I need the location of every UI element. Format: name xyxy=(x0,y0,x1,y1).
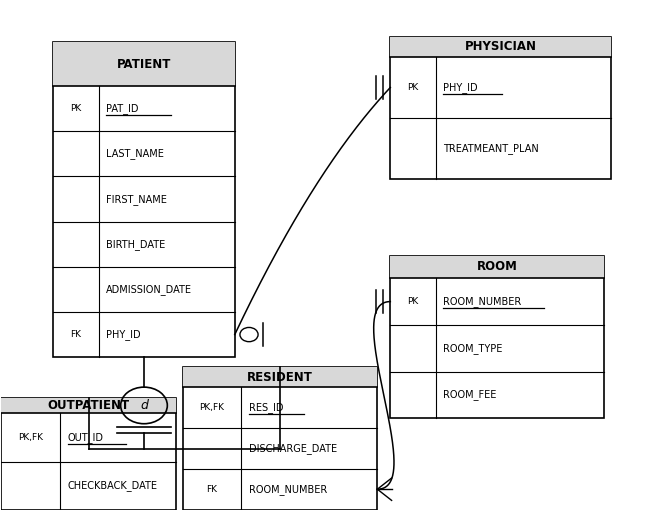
Text: PHY_ID: PHY_ID xyxy=(443,82,478,93)
Bar xyxy=(1,398,176,509)
Text: PHY_ID: PHY_ID xyxy=(106,329,141,340)
Text: PK: PK xyxy=(408,83,419,92)
Bar xyxy=(183,367,378,387)
Text: FK: FK xyxy=(70,330,81,339)
Text: PK,FK: PK,FK xyxy=(18,433,43,442)
Text: BIRTH_DATE: BIRTH_DATE xyxy=(106,239,165,250)
Bar xyxy=(53,42,235,86)
Bar xyxy=(391,256,604,278)
Text: PK: PK xyxy=(408,297,419,306)
Text: DISCHARGE_DATE: DISCHARGE_DATE xyxy=(249,443,337,454)
Text: FIRST_NAME: FIRST_NAME xyxy=(106,194,167,204)
Text: ROOM_FEE: ROOM_FEE xyxy=(443,389,497,400)
Text: ROOM_NUMBER: ROOM_NUMBER xyxy=(443,296,521,307)
Text: CHECKBACK_DATE: CHECKBACK_DATE xyxy=(68,480,158,491)
Text: PK,FK: PK,FK xyxy=(200,403,225,412)
Text: PAT_ID: PAT_ID xyxy=(106,103,139,114)
Bar xyxy=(1,398,176,413)
Bar xyxy=(391,256,604,418)
Text: OUTPATIENT: OUTPATIENT xyxy=(48,399,130,412)
Bar xyxy=(391,37,611,57)
Bar xyxy=(183,367,378,509)
Text: ROOM: ROOM xyxy=(477,261,518,273)
Text: FK: FK xyxy=(206,485,217,494)
Bar xyxy=(391,37,611,179)
Text: OUT_ID: OUT_ID xyxy=(68,432,104,443)
Text: RESIDENT: RESIDENT xyxy=(247,371,313,384)
Text: TREATMEANT_PLAN: TREATMEANT_PLAN xyxy=(443,143,539,154)
Text: PATIENT: PATIENT xyxy=(117,58,171,71)
Text: LAST_NAME: LAST_NAME xyxy=(106,149,164,159)
Bar xyxy=(53,42,235,357)
Text: ADMISSION_DATE: ADMISSION_DATE xyxy=(106,284,193,295)
Text: d: d xyxy=(140,399,148,412)
Text: PK: PK xyxy=(70,104,81,113)
Text: PHYSICIAN: PHYSICIAN xyxy=(465,40,536,54)
Text: ROOM_TYPE: ROOM_TYPE xyxy=(443,343,503,354)
Text: ROOM_NUMBER: ROOM_NUMBER xyxy=(249,484,327,495)
Text: RES_ID: RES_ID xyxy=(249,402,283,413)
